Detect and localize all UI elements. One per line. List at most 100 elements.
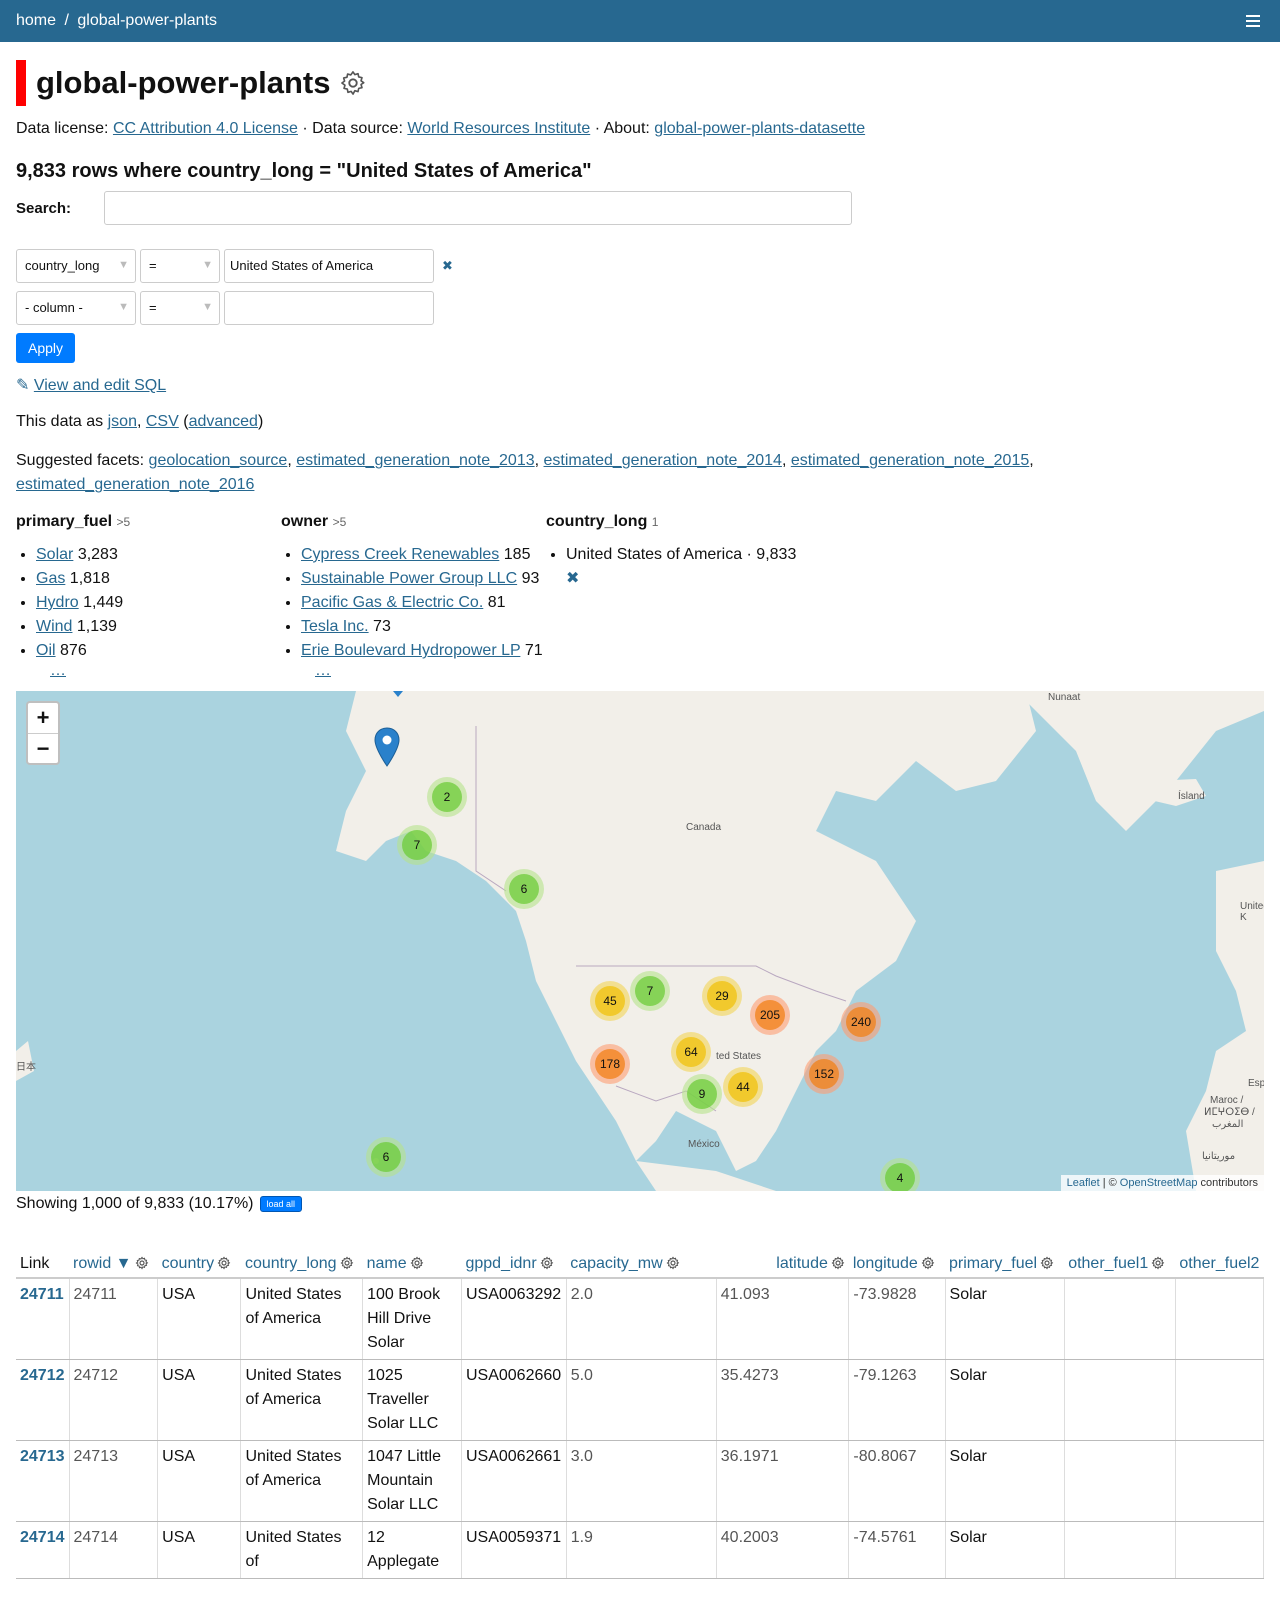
suggested-facet-link[interactable]: estimated_generation_note_2014 bbox=[543, 452, 782, 469]
facet-item-link[interactable]: Cypress Creek Renewables bbox=[301, 546, 500, 563]
row-link[interactable]: 24711 bbox=[20, 1286, 64, 1303]
map[interactable]: + − 2 7 6 45 7 29 205 240 64 178 152 9 4… bbox=[16, 691, 1264, 1191]
column-header-name[interactable]: name bbox=[362, 1251, 462, 1279]
column-gear-icon[interactable] bbox=[831, 1256, 845, 1270]
column-header-gppd-idnr[interactable]: gppd_idnr bbox=[461, 1251, 567, 1279]
map-cluster[interactable]: 240 bbox=[841, 1002, 881, 1042]
facet-more-link[interactable]: … bbox=[315, 662, 331, 679]
row-link[interactable]: 24714 bbox=[20, 1529, 65, 1546]
map-cluster[interactable]: 152 bbox=[804, 1054, 844, 1094]
facet-item-link[interactable]: Sustainable Power Group LLC bbox=[301, 570, 518, 587]
facet-item-link[interactable]: Erie Boulevard Hydropower LP bbox=[301, 642, 521, 659]
map-label: Nunaat bbox=[1048, 692, 1081, 703]
suggested-facet-link[interactable]: estimated_generation_note_2015 bbox=[790, 452, 1030, 469]
map-cluster[interactable]: 7 bbox=[397, 825, 437, 865]
column-header-country-long[interactable]: country_long bbox=[240, 1251, 363, 1279]
column-header-longitude[interactable]: longitude bbox=[848, 1251, 946, 1279]
suggested-facet-link[interactable]: geolocation_source bbox=[148, 452, 288, 469]
map-cluster[interactable]: 7 bbox=[630, 971, 670, 1011]
advanced-link[interactable]: advanced bbox=[188, 413, 258, 430]
column-gear-icon[interactable] bbox=[666, 1256, 680, 1270]
filter-value-input[interactable]: United States of America bbox=[224, 249, 434, 283]
column-gear-icon[interactable] bbox=[217, 1256, 231, 1270]
about-link[interactable]: global-power-plants-datasette bbox=[654, 120, 866, 137]
column-header-other-fuel1[interactable]: other_fuel1 bbox=[1064, 1251, 1176, 1279]
leaflet-link[interactable]: Leaflet bbox=[1066, 1177, 1100, 1189]
zoom-out-button[interactable]: − bbox=[28, 733, 58, 763]
map-cluster[interactable]: 9 bbox=[682, 1074, 722, 1114]
filter-operator-select[interactable]: = ▼ bbox=[140, 249, 220, 283]
row-link[interactable]: 24712 bbox=[20, 1367, 65, 1384]
table-cell: Solar bbox=[945, 1278, 1065, 1360]
remove-facet-icon[interactable]: ✖ bbox=[566, 570, 580, 587]
filter-value-input[interactable] bbox=[224, 291, 434, 325]
source-link[interactable]: World Resources Institute bbox=[407, 120, 591, 137]
column-gear-icon[interactable] bbox=[1040, 1256, 1054, 1270]
column-gear-icon[interactable] bbox=[340, 1256, 354, 1270]
column-header-capacity-mw[interactable]: capacity_mw bbox=[566, 1251, 717, 1279]
map-cluster[interactable]: 205 bbox=[750, 995, 790, 1035]
facet-more-link[interactable]: … bbox=[50, 662, 66, 679]
column-header-other-fuel2[interactable]: other_fuel2 bbox=[1175, 1251, 1264, 1279]
map-label: Maroc / bbox=[1210, 1095, 1244, 1106]
filter-column-select[interactable]: country_long ▼ bbox=[16, 249, 136, 283]
facet-item: Cypress Creek Renewables 185 bbox=[301, 543, 546, 567]
map-cluster[interactable]: 44 bbox=[723, 1067, 763, 1107]
hamburger-menu-icon[interactable] bbox=[1246, 15, 1260, 27]
attribution-contributors: contributors bbox=[1200, 1177, 1258, 1189]
row-link[interactable]: 24713 bbox=[20, 1448, 65, 1465]
map-cluster[interactable]: 29 bbox=[702, 976, 742, 1016]
column-gear-icon[interactable] bbox=[921, 1256, 935, 1270]
page-title: global-power-plants bbox=[36, 65, 331, 100]
suggested-facet-link[interactable]: estimated_generation_note_2013 bbox=[296, 452, 535, 469]
breadcrumb-database-link[interactable]: global-power-plants bbox=[77, 12, 218, 29]
apply-button[interactable]: Apply bbox=[16, 333, 76, 363]
zoom-in-button[interactable]: + bbox=[36, 705, 50, 730]
column-header-rowid[interactable]: rowid ▼ bbox=[69, 1251, 158, 1279]
load-all-button[interactable]: load all bbox=[259, 1196, 303, 1212]
map-marker-icon[interactable] bbox=[386, 691, 410, 699]
map-cluster[interactable]: 2 bbox=[427, 777, 467, 817]
facet-item-link[interactable]: Tesla Inc. bbox=[301, 618, 369, 635]
table-cell bbox=[1175, 1521, 1265, 1579]
view-sql-row: ✎ View and edit SQL bbox=[16, 375, 1264, 395]
map-cluster[interactable]: 64 bbox=[671, 1032, 711, 1072]
license-link[interactable]: CC Attribution 4.0 License bbox=[112, 120, 298, 137]
gear-icon[interactable] bbox=[339, 69, 367, 97]
view-edit-sql-link[interactable]: View and edit SQL bbox=[33, 377, 167, 394]
column-header-primary-fuel[interactable]: primary_fuel bbox=[945, 1251, 1065, 1279]
filter-column-select[interactable]: - column - ▼ bbox=[16, 291, 136, 325]
table-row: 24712 24712 USA United States of America 102… bbox=[16, 1359, 1265, 1441]
json-link[interactable]: json bbox=[107, 413, 137, 430]
map-label: المغرب bbox=[1212, 1119, 1244, 1130]
column-gear-icon[interactable] bbox=[540, 1256, 554, 1270]
map-cluster[interactable]: 4 bbox=[880, 1158, 920, 1191]
column-gear-icon[interactable] bbox=[1151, 1256, 1165, 1270]
map-label: United K bbox=[1240, 901, 1264, 923]
column-gear-icon[interactable] bbox=[135, 1256, 149, 1270]
csv-link[interactable]: CSV bbox=[145, 413, 179, 430]
column-header-latitude[interactable]: latitude bbox=[716, 1251, 849, 1279]
facet-item-link[interactable]: Wind bbox=[36, 618, 73, 635]
facet-item: Pacific Gas & Electric Co. 81 bbox=[301, 591, 546, 615]
facet-item-link[interactable]: Hydro bbox=[36, 594, 79, 611]
facet-item-link[interactable]: Pacific Gas & Electric Co. bbox=[301, 594, 484, 611]
column-gear-icon[interactable] bbox=[410, 1256, 424, 1270]
breadcrumb-home-link[interactable]: home bbox=[16, 12, 57, 29]
search-input[interactable] bbox=[104, 191, 852, 225]
suggested-facet-link[interactable]: estimated_generation_note_2016 bbox=[16, 476, 255, 493]
facet-owner: owner >5 Cypress Creek Renewables 185 Su… bbox=[281, 513, 546, 679]
map-cluster[interactable]: 6 bbox=[366, 1137, 406, 1177]
openstreetmap-link[interactable]: OpenStreetMap bbox=[1119, 1177, 1198, 1189]
facet-item: Oil 876 bbox=[36, 639, 281, 663]
facet-item-link[interactable]: Oil bbox=[36, 642, 56, 659]
map-marker-icon[interactable] bbox=[374, 727, 400, 767]
map-cluster[interactable]: 6 bbox=[504, 869, 544, 909]
filter-operator-select[interactable]: = ▼ bbox=[140, 291, 220, 325]
map-cluster[interactable]: 178 bbox=[590, 1044, 630, 1084]
map-cluster[interactable]: 45 bbox=[590, 981, 630, 1021]
column-header-country[interactable]: country bbox=[157, 1251, 241, 1279]
remove-filter-icon[interactable]: ✖ bbox=[442, 258, 453, 273]
facet-item-link[interactable]: Gas bbox=[36, 570, 66, 587]
facet-item-link[interactable]: Solar bbox=[36, 546, 74, 563]
